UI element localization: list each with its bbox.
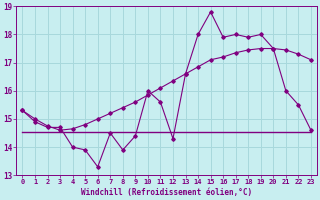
X-axis label: Windchill (Refroidissement éolien,°C): Windchill (Refroidissement éolien,°C) <box>81 188 252 197</box>
